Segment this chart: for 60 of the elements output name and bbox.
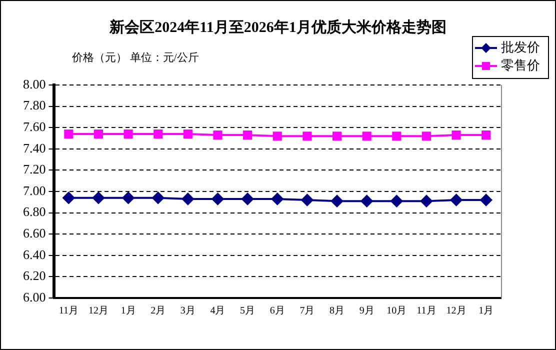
point [480, 194, 492, 206]
x-tick-label: 5月 [240, 306, 256, 317]
x-tick-label: 9月 [359, 306, 374, 317]
legend-label: 零售价 [501, 57, 540, 72]
point [94, 129, 104, 139]
point [390, 195, 403, 208]
y-tick-label: 7.60 [23, 119, 46, 134]
x-tick-label: 6月 [270, 306, 285, 317]
point [272, 132, 282, 141]
x-tick-label: 10月 [386, 306, 407, 317]
point [64, 129, 74, 139]
y-tick-label: 7.20 [23, 162, 46, 177]
point [422, 132, 431, 141]
point [242, 192, 254, 205]
point [392, 132, 402, 141]
point [482, 130, 491, 140]
point [182, 192, 194, 205]
y-tick-label: 7.00 [23, 182, 46, 198]
point [243, 130, 252, 140]
y-tick-label: 6.20 [23, 268, 46, 284]
x-tick-label: 8月 [330, 306, 345, 317]
x-tick-label: 12月 [88, 306, 108, 317]
point [271, 192, 284, 205]
point [122, 192, 134, 204]
point [183, 129, 192, 139]
y-tick-label: 8.00 [23, 76, 46, 92]
point [154, 129, 163, 139]
point [331, 195, 344, 208]
y-tick-label: 6.00 [23, 289, 46, 304]
point [420, 195, 432, 208]
legend-label: 批发价 [501, 39, 540, 54]
point [213, 130, 222, 140]
point [92, 192, 104, 204]
x-tick-label: 11月 [416, 306, 436, 317]
chart-title: 新会区2024年11月至2026年1月优质大米价格走势图 [108, 18, 446, 36]
point [452, 130, 461, 140]
point [302, 132, 312, 141]
x-tick-label: 2月 [150, 306, 166, 317]
y-tick-label: 6.80 [23, 204, 46, 220]
point [360, 195, 373, 208]
y-tick-label: 7.40 [23, 140, 46, 156]
x-tick-label: 1月 [478, 306, 494, 317]
y-tick-label: 6.60 [23, 226, 46, 241]
point [301, 194, 314, 206]
x-tick-label: 7月 [300, 306, 315, 317]
point [212, 192, 224, 205]
x-tick-label: 4月 [210, 306, 226, 317]
y-tick-label: 7.80 [23, 98, 46, 113]
point [62, 192, 75, 204]
point [152, 192, 164, 204]
y-tick-label: 6.40 [23, 246, 46, 262]
point [332, 132, 342, 141]
x-tick-label: 11月 [58, 306, 78, 317]
point [362, 132, 372, 141]
x-tick-label: 1月 [120, 306, 136, 317]
point [450, 194, 462, 206]
x-tick-label: 3月 [180, 306, 196, 317]
point [124, 129, 133, 139]
text: 价格（元） 单位：元/公斤 [71, 50, 199, 64]
x-tick-label: 12月 [446, 306, 466, 317]
